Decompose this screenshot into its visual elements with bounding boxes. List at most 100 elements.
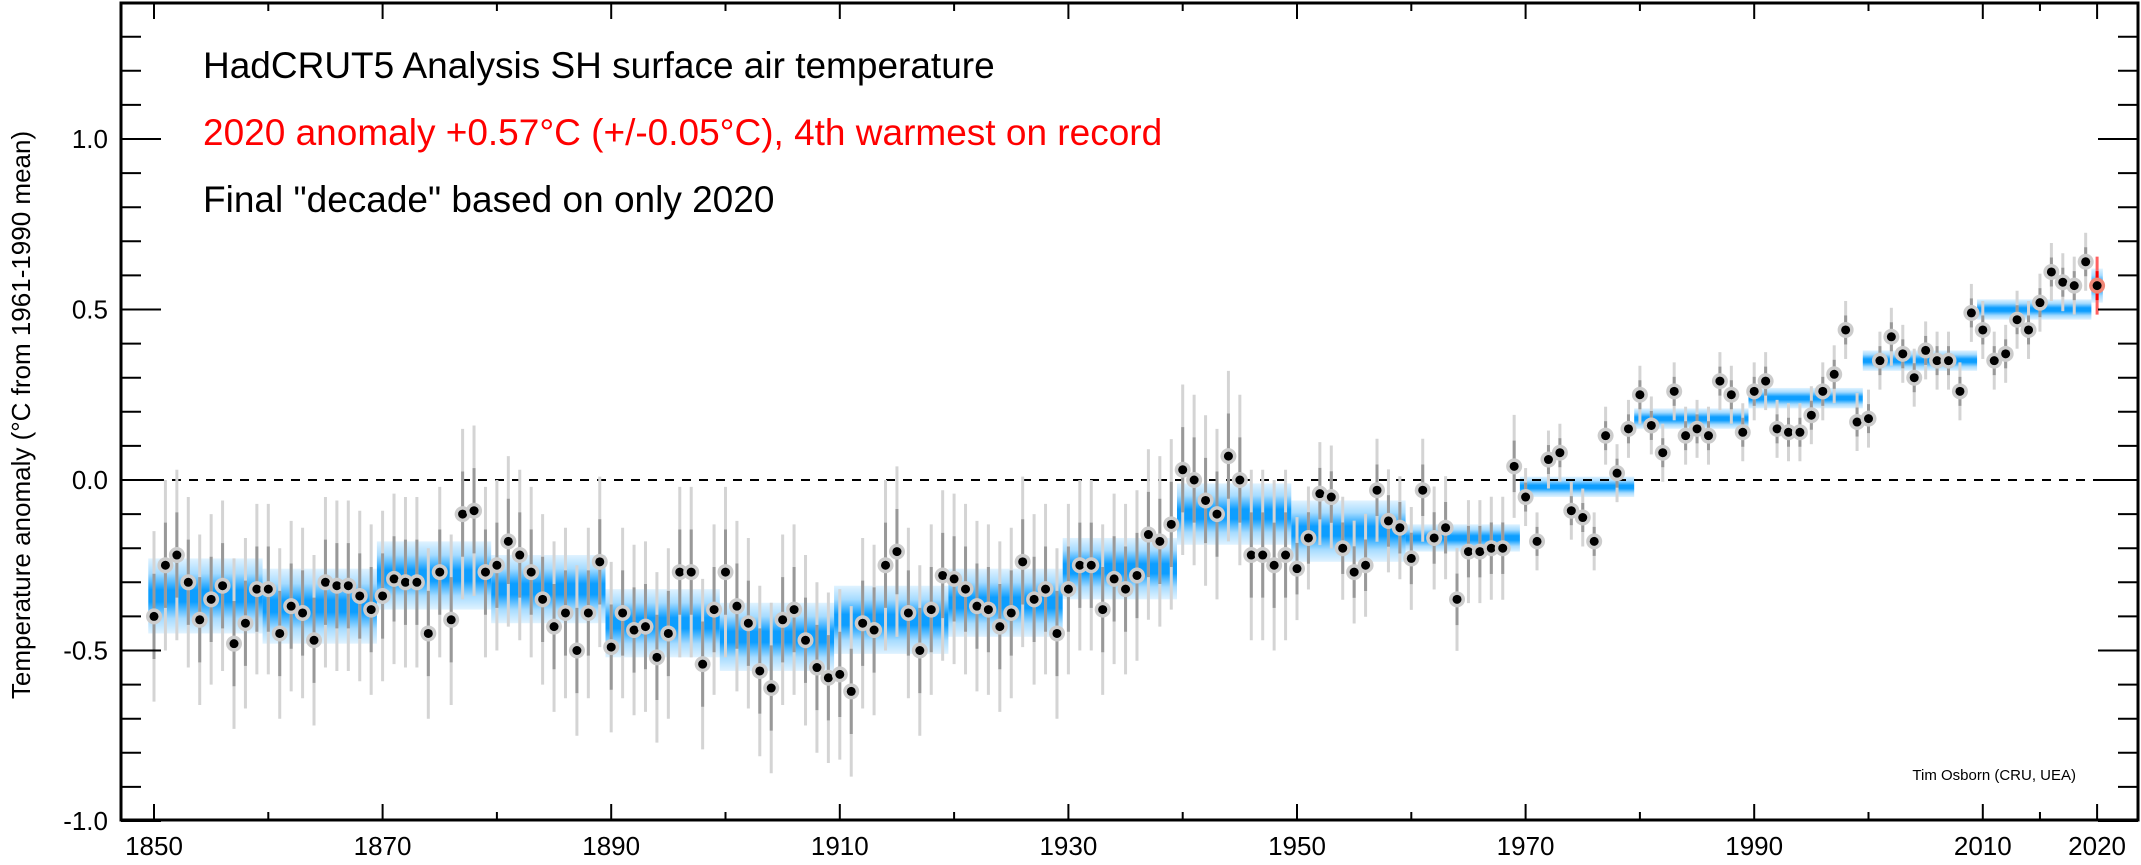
data-point [858,618,868,628]
data-point [2035,298,2045,308]
data-point [949,574,959,584]
data-point [1018,557,1028,567]
data-point [526,567,536,577]
data-point [1315,489,1325,499]
data-point [503,536,513,546]
data-point [355,591,365,601]
data-point [1029,594,1039,604]
data-point [1818,386,1828,396]
data-point [1555,448,1565,458]
data-point [1966,308,1976,318]
x-tick-label: 1970 [1497,831,1555,861]
data-point [1383,516,1393,526]
x-tick-label: 2020 [2068,831,2126,861]
data-point [1944,356,1954,366]
data-point [732,601,742,611]
chart-note: Final "decade" based on only 2020 [203,179,774,220]
data-point [252,584,262,594]
data-point [938,570,948,580]
x-tick-label: 1990 [1725,831,1783,861]
data-point [1361,560,1371,570]
data-point [1932,356,1942,366]
data-point [1864,414,1873,424]
x-tick-label: 1950 [1268,831,1326,861]
data-point [640,622,650,632]
data-point [1978,325,1988,335]
data-point [1658,448,1668,458]
data-point [400,577,410,587]
data-point [172,550,182,560]
data-point [1612,468,1622,478]
data-point [1372,485,1382,495]
data-point [275,628,285,638]
data-point [1075,560,1085,570]
data-point [766,683,776,693]
data-point [1178,465,1188,475]
data-point [972,601,982,611]
data-point [1601,431,1611,441]
data-point [1703,431,1713,441]
data-point [1726,390,1736,400]
data-point [195,615,205,625]
data-point [206,594,216,604]
y-tick-label: -0.5 [63,636,108,666]
data-point [469,506,479,516]
data-point [1921,345,1931,355]
data-point [583,608,593,618]
data-point [2081,257,2091,267]
x-tick-label: 1910 [811,831,869,861]
data-point [812,663,822,673]
decadal-band [1176,483,1292,545]
data-point [903,608,913,618]
data-point [1041,584,1051,594]
data-point [1292,564,1302,574]
data-point [675,567,685,577]
data-point [1578,513,1588,523]
data-point [343,581,353,591]
data-point [1681,431,1691,441]
data-point [240,618,250,628]
data-point [183,577,193,587]
data-point [2024,325,2034,335]
data-point [1235,475,1245,485]
data-point [1258,550,1268,560]
data-point [1749,386,1759,396]
data-point [1783,427,1793,437]
data-point [1281,550,1291,560]
data-point [1166,519,1176,529]
data-point [263,584,273,594]
data-point [823,673,833,683]
data-point [846,686,856,696]
y-axis-label: Temperature anomaly (°C from 1961-1990 m… [6,131,36,699]
data-point [1841,325,1851,335]
data-point [229,639,239,649]
data-point [1646,420,1656,430]
data-point [743,618,753,628]
data-point [1486,543,1496,553]
data-point [538,594,548,604]
x-tick-label: 1930 [1039,831,1097,861]
data-point [1155,536,1165,546]
data-point [560,608,570,618]
tick-labels: 1850 1870 1890 1910 1930 1950 1970 1990 2010 2020… [63,124,2126,861]
data-point [1063,584,1073,594]
decadal-band [719,602,835,671]
data-point [1349,567,1359,577]
data-point [1189,475,1199,485]
data-point [1326,492,1336,502]
y-tick-label: -1.0 [63,806,108,836]
data-point [1898,349,1908,359]
data-point [789,605,799,615]
data-point [160,560,170,570]
data-point [286,601,296,611]
data-point [149,611,159,621]
data-point [218,581,228,591]
data-point [1886,332,1896,342]
data-point [309,635,319,645]
data-point [1692,424,1702,434]
data-point [1269,560,1279,570]
data-point [298,608,308,618]
data-point [1052,628,1062,638]
data-point [1452,594,1462,604]
chart-title: HadCRUT5 Analysis SH surface air tempera… [203,45,995,86]
